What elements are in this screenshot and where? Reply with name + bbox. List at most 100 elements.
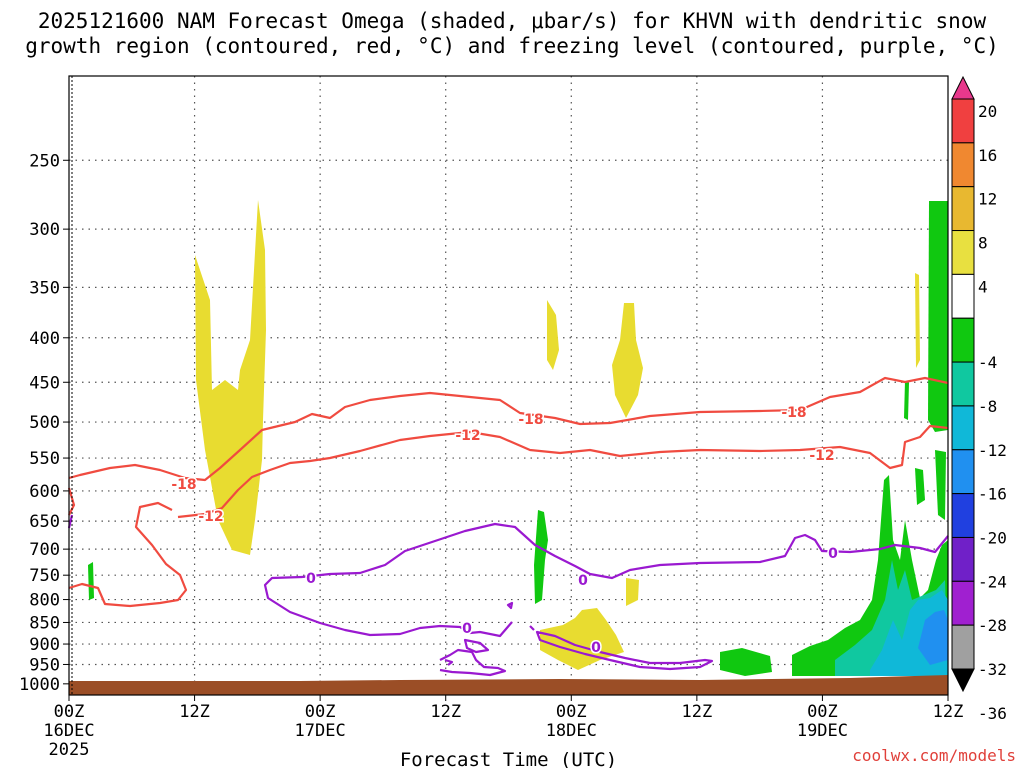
colorbar-swatch <box>951 493 975 538</box>
freezing-level-contour <box>506 601 514 610</box>
omega-area <box>540 608 624 670</box>
colorbar-label: 12 <box>978 190 997 209</box>
colorbar-swatch <box>951 536 975 582</box>
contour-label: -18 <box>518 412 543 428</box>
omega-area <box>935 450 946 520</box>
x-tick-label: 12Z <box>430 702 461 722</box>
chart-title-line2: growth region (contoured, red, °C) and f… <box>25 34 999 58</box>
x-tick-label: 12Z <box>933 702 964 722</box>
omega-area <box>195 200 266 555</box>
y-tick-label: 350 <box>29 278 60 298</box>
y-tick-label: 900 <box>29 635 60 655</box>
colorbar-label: -32 <box>978 660 1007 679</box>
colorbar-swatch <box>951 668 975 693</box>
colorbar-label: -28 <box>978 616 1007 635</box>
omega-area <box>904 381 909 420</box>
freezing-level-contour <box>535 630 714 671</box>
freezing-level-contour <box>263 575 513 638</box>
contour-label: -12 <box>455 428 480 444</box>
omega-area <box>626 578 639 606</box>
x-date-label: 19DEC <box>797 721 848 741</box>
colorbar-label: 16 <box>978 146 997 165</box>
colorbar-label: 20 <box>978 102 997 121</box>
y-tick-label: 450 <box>29 373 60 393</box>
y-tick-label: 550 <box>29 449 60 469</box>
colorbar-swatch <box>951 405 975 451</box>
colorbar-label: -4 <box>978 353 997 372</box>
colorbar-swatch <box>951 449 975 495</box>
colorbar-swatch <box>951 98 975 144</box>
colorbar-label: 8 <box>978 234 988 253</box>
colorbar-label: 4 <box>978 277 988 296</box>
contour-label: 0 <box>306 571 316 587</box>
colorbar-swatch <box>951 273 975 319</box>
x-tick-label: 00Z <box>807 702 838 722</box>
contour-label: 0 <box>462 621 472 637</box>
colorbar-swatch <box>951 75 975 100</box>
contour-label: -12 <box>809 448 834 464</box>
omega-area <box>915 468 925 505</box>
plot-frame <box>68 75 949 696</box>
y-tick-label: 750 <box>29 566 60 586</box>
source-credit[interactable]: coolwx.com/models <box>852 746 1016 765</box>
x-tick-label: 12Z <box>179 702 210 722</box>
colorbar-label: -16 <box>978 485 1007 504</box>
omega-area <box>612 303 643 418</box>
y-tick-label: 250 <box>29 151 60 171</box>
y-tick-label: 400 <box>29 329 60 349</box>
freezing-level-contour <box>301 522 949 580</box>
omega-area <box>915 273 920 368</box>
freezing-level-contour <box>439 648 507 677</box>
x-tick-label: 00Z <box>305 702 336 722</box>
contour-label: -12 <box>198 509 223 525</box>
omega-area <box>547 300 559 370</box>
colorbar-swatch <box>951 361 975 407</box>
freezing-level-contour <box>444 658 454 666</box>
x-tick-label: 00Z <box>54 702 85 722</box>
omega-area <box>928 201 948 432</box>
omega-area <box>918 610 948 665</box>
contour-label: 0 <box>828 546 838 562</box>
x-tick-label: 12Z <box>681 702 712 722</box>
colorbar-swatch <box>951 186 975 232</box>
contour-label: 0 <box>578 573 588 589</box>
dendritic-contour-minus12 <box>177 424 949 519</box>
contour-label: -18 <box>171 477 196 493</box>
y-tick-label: 850 <box>29 613 60 633</box>
y-tick-label: 950 <box>29 655 60 675</box>
colorbar-label: -36 <box>978 704 1007 723</box>
y-tick-label: 650 <box>29 512 60 532</box>
omega-area <box>534 510 548 604</box>
y-tick-label: 300 <box>29 220 60 240</box>
x-axis-title: Forecast Time (UTC) <box>400 749 617 768</box>
x-date-label: 16DEC <box>43 721 94 741</box>
x-year-label: 2025 <box>49 740 90 760</box>
y-tick-label: 600 <box>29 482 60 502</box>
y-tick-label: 1000 <box>19 675 60 695</box>
x-date-label: 17DEC <box>295 721 346 741</box>
freezing-level-contour <box>463 638 490 654</box>
y-tick-label: 700 <box>29 540 60 560</box>
colorbar-swatch <box>951 580 975 626</box>
omega-area <box>88 562 94 600</box>
y-tick-label: 800 <box>29 591 60 611</box>
dendritic-contour-minus12 <box>68 501 188 608</box>
ground-surface <box>69 675 948 695</box>
y-tick-label: 500 <box>29 413 60 433</box>
contour-label: 0 <box>591 640 601 656</box>
dendritic-contour-minus18 <box>68 376 949 482</box>
colorbar-label: -12 <box>978 441 1007 460</box>
colorbar-swatch <box>951 230 975 275</box>
dendritic-contour-minus18 <box>67 487 76 516</box>
colorbar-swatch <box>951 317 975 363</box>
chart-title-line1: 2025121600 NAM Forecast Omega (shaded, μ… <box>37 9 987 33</box>
freezing-level-contour <box>529 625 535 631</box>
contour-label: -18 <box>781 405 806 421</box>
colorbar-swatch <box>951 142 975 188</box>
colorbar-label: -8 <box>978 397 997 416</box>
omega-shading <box>88 200 948 676</box>
x-tick-label: 00Z <box>556 702 587 722</box>
colorbar-label: -24 <box>978 572 1007 591</box>
omega-area <box>720 648 772 676</box>
x-date-label: 18DEC <box>546 721 597 741</box>
